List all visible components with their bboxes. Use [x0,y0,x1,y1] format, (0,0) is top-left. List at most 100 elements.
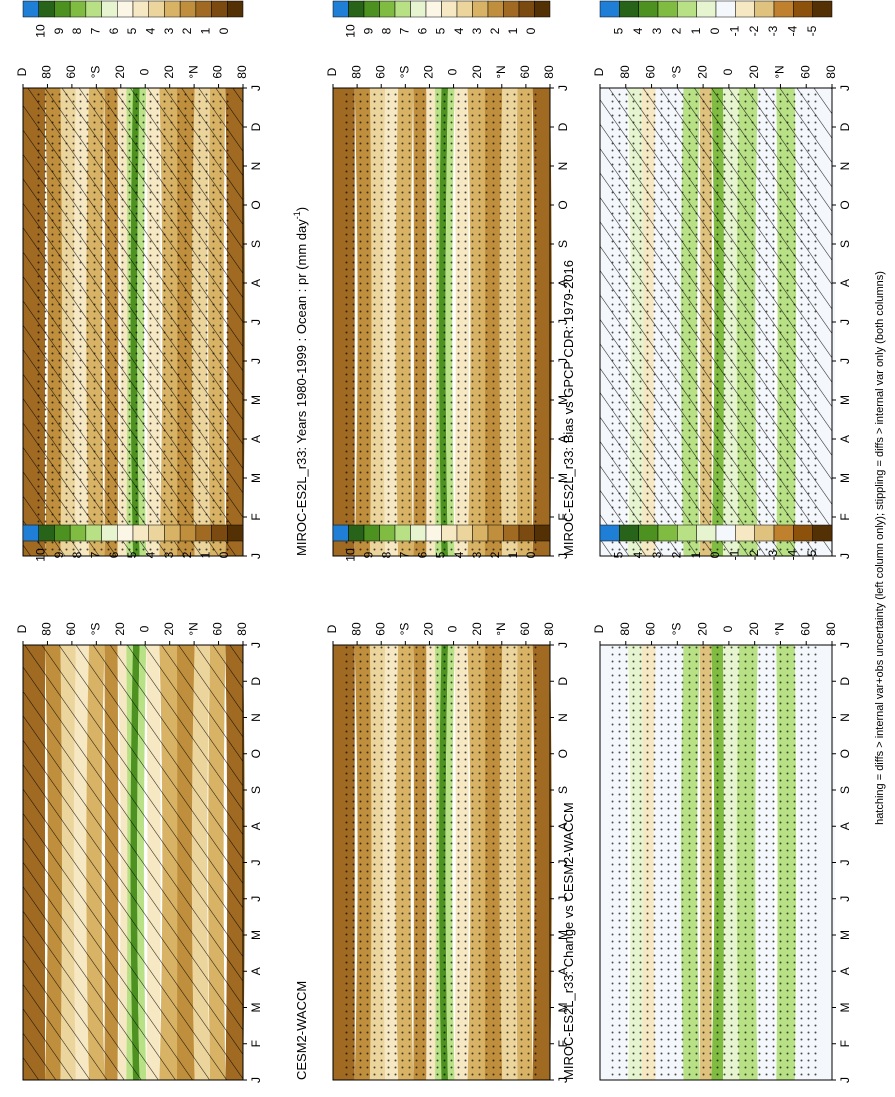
panels-layer: JFMAMJJASONDJD8060°S20020°N6080MIROC-ES2… [15,0,852,1083]
colorbar-swatch [657,0,678,18]
month-tick-label: J [556,358,570,364]
month-tick-label: O [249,749,263,758]
colorbar-tick-label: 8 [379,27,393,34]
month-tick-label: A [838,967,852,975]
lat-tick-label: °S [670,66,684,79]
figure-footnote: hatching = diffs > internal var+obs unce… [874,271,886,825]
month-tick-label: J [249,896,263,902]
month-tick-label: M [249,473,263,483]
lat-tick-label: D [15,624,29,633]
colorbar-tick-label: 3 [470,551,484,558]
month-tick-label: J [838,358,852,364]
colorbar-tick-label: 1 [506,27,520,34]
lat-tick-label: D [15,67,29,76]
lat-tick-label: °N [773,65,787,78]
month-tick-label: M [838,473,852,483]
lat-tick-label: 20 [470,65,484,79]
panel-title: CESM2-WACCM [294,981,309,1080]
colorbar-swatch [363,0,380,18]
lat-tick-label: °S [89,623,103,636]
month-tick-label: F [838,1040,852,1047]
month-tick-label: N [556,162,570,171]
colorbar-tick-label: 9 [361,551,375,558]
colorbar-tick-label: 6 [416,27,430,34]
colorbar-tick-label: 8 [70,551,84,558]
lat-tick-label: 60 [518,65,532,79]
month-tick-label: M [556,473,570,483]
lat-tick-label: 60 [373,65,387,79]
colorbar-tick-label: 4 [144,551,158,558]
stippling-overlay [343,88,540,556]
colorbar-swatch [793,524,813,542]
month-tick-label: M [838,930,852,940]
colorbar-tick-label: 5 [612,27,626,34]
colorbar-tick-label: 3 [470,27,484,34]
month-tick-label: O [838,200,852,209]
month-tick-label: J [556,319,570,325]
colorbar-swatch [332,524,349,542]
colorbar-swatch [227,0,244,18]
month-tick-label: A [249,822,263,830]
colorbar: 10 9 8 7 6 5 4 3 2 1 0 [22,524,244,562]
colorbar-tick-label: 5 [125,551,139,558]
month-tick-label: J [838,85,852,91]
colorbar-tick-label: -2 [747,549,761,560]
panel-title-main: MIROC-ES2L_r33: Years 1980-1999 : Ocean … [294,219,309,556]
lat-tick-label: 80 [542,65,556,79]
lat-tick-label: 0 [721,625,735,632]
colorbar-tick-label: -2 [747,25,761,36]
lat-tick-label: °S [89,66,103,79]
colorbar-swatch [487,0,504,18]
colorbar-swatch [195,0,212,18]
month-tick-label: J [838,319,852,325]
colorbar-swatch [773,524,794,542]
month-tick-label: M [556,395,570,405]
month-tick-label: N [838,162,852,171]
lat-tick-label: 60 [373,622,387,636]
lat-tick-label: 0 [137,68,151,75]
colorbar-tick-label: 1 [689,27,703,34]
month-tick-label: D [556,677,570,686]
panel-title-main: CESM2-WACCM [294,981,309,1080]
panel-title-main: MIROC-ES2L_r33: Change vs CESM2-WACCM [561,802,576,1080]
month-tick-label: S [249,240,263,248]
colorbar-swatch [117,0,134,18]
lat-tick-label: 20 [113,622,127,636]
month-tick-label: J [838,896,852,902]
colorbar-swatch [715,524,736,542]
colorbar-swatch [599,0,620,18]
colorbar-swatch [518,0,535,18]
colorbar-tick-label: 10 [34,548,48,562]
month-tick-label: D [556,122,570,131]
colorbar-tick-label: 7 [89,551,103,558]
lat-tick-label: 80 [618,65,632,79]
month-tick-label: F [556,513,570,520]
colorbar-tick-label: -5 [805,549,819,560]
colorbar-tick-label: 3 [162,27,176,34]
colorbar-swatch [472,0,489,18]
colorbar-swatch [534,0,551,18]
colorbar-swatch [332,0,349,18]
month-tick-label: A [838,435,852,443]
lat-tick-label: 0 [446,68,460,75]
month-tick-label: J [838,553,852,559]
month-tick-label: S [556,240,570,248]
panel-title-main: MIROC-ES2L_r33: Bias vs GPCP CDR: 1979-2… [561,260,576,556]
colorbar-tick-label: 9 [52,27,66,34]
colorbar-swatch [696,0,717,18]
lat-tick-label: 0 [137,625,151,632]
colorbar-swatch [211,524,228,542]
colorbar-swatch [677,0,697,18]
colorbar-swatch [148,524,165,542]
lat-tick-label: 60 [518,622,532,636]
colorbar-tick-label: 0 [217,27,231,34]
panel-title: MIROC-ES2L_r33: Years 1980-1999 : Ocean … [292,207,309,556]
colorbar-tick-label: -3 [766,549,780,560]
month-tick-label: S [838,240,852,248]
lat-tick-label: 80 [349,65,363,79]
month-tick-label: J [249,642,263,648]
lat-tick-label: 80 [542,622,556,636]
colorbar-swatch [410,524,427,542]
colorbar-tick-label: 5 [434,27,448,34]
